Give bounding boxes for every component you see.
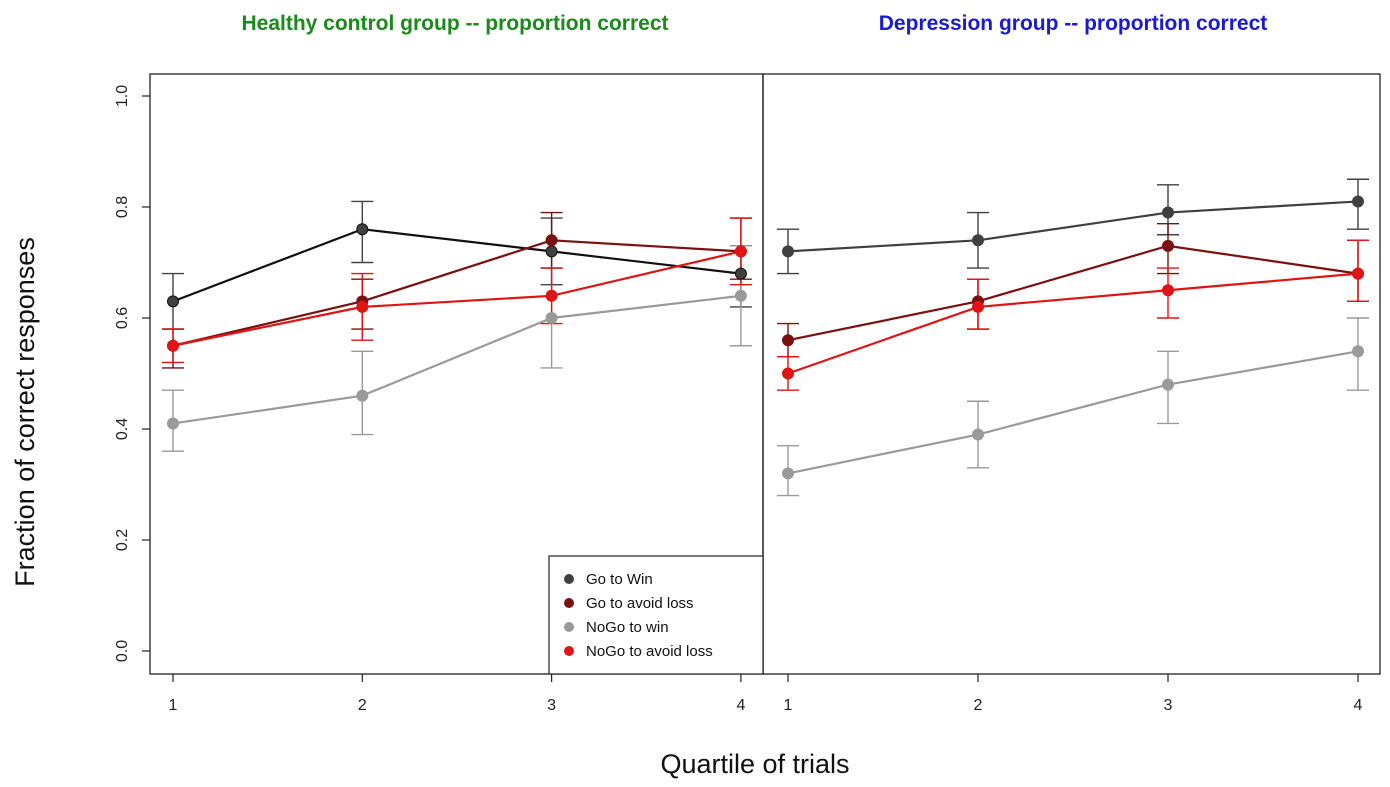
series-line-p1-go-to-win bbox=[787, 200, 1359, 253]
x-tick-label-p0-0: 1 bbox=[169, 697, 178, 714]
y-tick-label-2: 0.4 bbox=[114, 418, 131, 440]
point-p1-nogo-to-win-0 bbox=[782, 467, 794, 480]
point-p1-go-to-avoid-loss-2 bbox=[1162, 239, 1174, 252]
point-p1-nogo-to-win-1 bbox=[972, 428, 984, 441]
point-p0-nogo-to-avoid-loss-1 bbox=[356, 300, 369, 313]
point-p1-nogo-to-avoid-loss-1 bbox=[972, 300, 984, 313]
point-p0-go-to-win-3 bbox=[734, 267, 747, 280]
point-p1-go-to-win-1 bbox=[972, 234, 984, 247]
y-tick-label-4: 0.8 bbox=[114, 196, 131, 218]
legend-box bbox=[548, 555, 764, 675]
legend-label-nogo-to-win: NoGo to win bbox=[586, 619, 669, 636]
point-p0-nogo-to-avoid-loss-0 bbox=[167, 339, 179, 352]
legend-marker-go-to-win bbox=[564, 574, 574, 584]
legend-marker-nogo-to-avoid-loss bbox=[564, 646, 574, 656]
point-p1-nogo-to-win-2 bbox=[1162, 378, 1174, 391]
legend-label-go-to-win: Go to Win bbox=[586, 571, 653, 588]
series-line-p1-nogo-to-avoid-loss bbox=[787, 272, 1359, 375]
point-p1-nogo-to-avoid-loss-2 bbox=[1162, 284, 1174, 297]
point-p0-nogo-to-win-3 bbox=[734, 289, 747, 302]
x-tick-label-p1-3: 4 bbox=[1354, 697, 1363, 714]
point-p1-go-to-win-0 bbox=[782, 245, 794, 258]
series-line-p0-go-to-win bbox=[172, 228, 742, 303]
series-line-p1-go-to-avoid-loss bbox=[787, 244, 1359, 342]
series-line-p0-nogo-to-avoid-loss bbox=[172, 250, 742, 347]
point-p1-nogo-to-win-3 bbox=[1352, 345, 1364, 358]
legend: Go to Win Go to avoid loss NoGo to win N… bbox=[548, 555, 764, 675]
legend-label-go-to-avoid-loss: Go to avoid loss bbox=[586, 595, 694, 612]
y-axis-title: Fraction of correct responses bbox=[10, 237, 40, 587]
y-tick-label-0: 0.0 bbox=[114, 640, 131, 662]
y-tick-label-3: 0.6 bbox=[114, 307, 131, 329]
point-p0-nogo-to-win-0 bbox=[167, 417, 179, 430]
point-p0-go-to-avoid-loss-2 bbox=[545, 234, 558, 247]
legend-marker-nogo-to-win bbox=[564, 622, 574, 632]
series-line-p0-go-to-avoid-loss bbox=[172, 239, 741, 347]
x-tick-label-p0-1: 2 bbox=[358, 697, 367, 714]
x-axis-title: Quartile of trials bbox=[660, 749, 849, 779]
point-p1-go-to-win-2 bbox=[1162, 206, 1174, 219]
point-p1-go-to-win-3 bbox=[1352, 195, 1364, 208]
legend-label-nogo-to-avoid-loss: NoGo to avoid loss bbox=[586, 643, 713, 660]
legend-marker-go-to-avoid-loss bbox=[564, 598, 574, 608]
series-line-p1-nogo-to-win bbox=[787, 350, 1359, 475]
right-panel-frame bbox=[762, 73, 1381, 675]
point-p0-go-to-win-0 bbox=[167, 295, 179, 308]
y-tick-label-1: 0.2 bbox=[114, 529, 131, 551]
point-p0-nogo-to-win-1 bbox=[356, 389, 369, 402]
x-tick-label-p1-0: 1 bbox=[784, 697, 793, 714]
point-p0-nogo-to-avoid-loss-2 bbox=[545, 289, 558, 302]
point-p0-go-to-win-1 bbox=[356, 223, 369, 236]
point-p0-go-to-win-2 bbox=[545, 245, 558, 258]
left-panel-title: Healthy control group -- proportion corr… bbox=[241, 12, 668, 35]
y-tick-label-5: 1.0 bbox=[114, 85, 131, 107]
point-p1-go-to-avoid-loss-0 bbox=[782, 334, 794, 347]
series-line-p0-nogo-to-win bbox=[172, 294, 742, 425]
x-tick-label-p0-2: 3 bbox=[547, 697, 556, 714]
point-p1-nogo-to-avoid-loss-0 bbox=[782, 367, 794, 380]
x-tick-label-p1-2: 3 bbox=[1164, 697, 1173, 714]
point-p0-nogo-to-avoid-loss-3 bbox=[734, 245, 747, 258]
point-p1-nogo-to-avoid-loss-3 bbox=[1352, 267, 1364, 280]
x-tick-label-p1-1: 2 bbox=[974, 697, 983, 714]
right-panel-title: Depression group -- proportion correct bbox=[879, 12, 1268, 35]
point-p0-nogo-to-win-2 bbox=[545, 312, 558, 324]
x-tick-label-p0-3: 4 bbox=[736, 697, 745, 714]
